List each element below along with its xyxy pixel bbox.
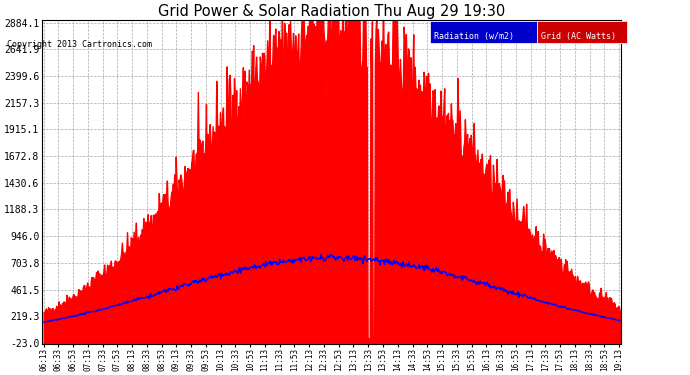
Text: Radiation (w/m2): Radiation (w/m2) (433, 32, 513, 41)
Text: Copyright 2013 Cartronics.com: Copyright 2013 Cartronics.com (7, 40, 152, 49)
Text: Grid (AC Watts): Grid (AC Watts) (540, 32, 615, 41)
Title: Grid Power & Solar Radiation Thu Aug 29 19:30: Grid Power & Solar Radiation Thu Aug 29 … (158, 4, 505, 19)
